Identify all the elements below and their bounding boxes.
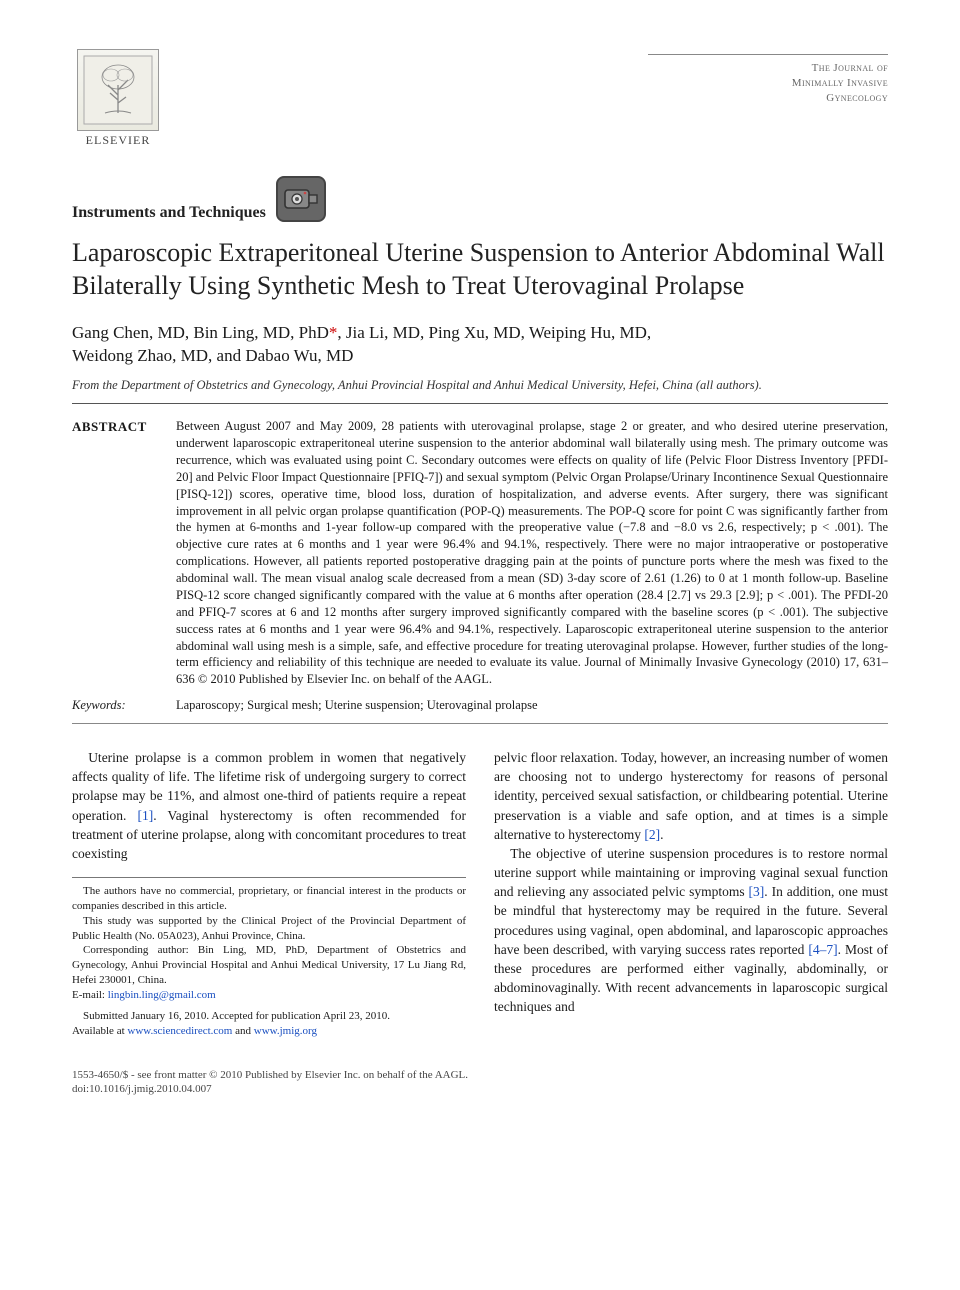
abstract-label: ABSTRACT <box>72 418 176 436</box>
body-right-p1a: pelvic floor relaxation. Today, however,… <box>494 750 888 842</box>
rule-below-keywords <box>72 723 888 724</box>
footnote-available: Available at www.sciencedirect.com and w… <box>72 1024 466 1039</box>
authors-line-2: Weidong Zhao, MD, and Dabao Wu, MD <box>72 346 353 365</box>
body-right-p2: The objective of uterine suspension proc… <box>494 844 888 1016</box>
journal-title-block: The Journal of Minimally Invasive Gyneco… <box>648 54 888 106</box>
abstract-text: Between August 2007 and May 2009, 28 pat… <box>176 418 888 688</box>
affiliation: From the Department of Obstetrics and Gy… <box>72 378 888 393</box>
rule-above-abstract <box>72 403 888 404</box>
authors-line-1b: , Jia Li, MD, Ping Xu, MD, Weiping Hu, M… <box>337 323 651 342</box>
keywords-block: Keywords: Laparoscopy; Surgical mesh; Ut… <box>72 698 888 713</box>
footnote-funding: This study was supported by the Clinical… <box>72 914 466 944</box>
section-heading-row: Instruments and Techniques <box>72 176 888 222</box>
footer-doi: doi:10.1016/j.jmig.2010.04.007 <box>72 1083 888 1095</box>
authors-line-1a: Gang Chen, MD, Bin Ling, MD, PhD <box>72 323 329 342</box>
body-column-right: pelvic floor relaxation. Today, however,… <box>494 748 888 1038</box>
abstract-block: ABSTRACT Between August 2007 and May 200… <box>72 418 888 688</box>
footnote-available-a: Available at <box>72 1025 127 1037</box>
footnote-dates: Submitted January 16, 2010. Accepted for… <box>72 1009 466 1024</box>
keywords-text: Laparoscopy; Surgical mesh; Uterine susp… <box>176 698 888 713</box>
body-columns: Uterine prolapse is a common problem in … <box>72 748 888 1038</box>
body-right-p1b: . <box>660 827 663 842</box>
footnote-email-label: E-mail: <box>72 989 108 1001</box>
citation-4-7-link[interactable]: [4–7] <box>808 942 837 957</box>
page-header: ELSEVIER The Journal of Minimally Invasi… <box>72 48 888 148</box>
body-column-left: Uterine prolapse is a common problem in … <box>72 748 466 1038</box>
elsevier-wordmark: ELSEVIER <box>86 133 151 148</box>
journal-line-1: The Journal of <box>648 61 888 76</box>
footnote-corresponding: Corresponding author: Bin Ling, MD, PhD,… <box>72 943 466 988</box>
corresponding-email-link[interactable]: lingbin.ling@gmail.com <box>108 989 216 1001</box>
article-title: Laparoscopic Extraperitoneal Uterine Sus… <box>72 236 888 303</box>
keywords-label: Keywords: <box>72 698 176 713</box>
video-icon <box>276 176 326 222</box>
authors-block: Gang Chen, MD, Bin Ling, MD, PhD*, Jia L… <box>72 321 888 369</box>
footnote-email-line: E-mail: lingbin.ling@gmail.com <box>72 988 466 1003</box>
footer-copyright: 1553-4650/$ - see front matter © 2010 Pu… <box>72 1069 888 1081</box>
page-root: ELSEVIER The Journal of Minimally Invasi… <box>0 0 960 1135</box>
citation-1-link[interactable]: [1] <box>137 808 153 823</box>
footnote-available-b: and <box>232 1025 253 1037</box>
elsevier-tree-icon <box>77 49 159 131</box>
footnotes-block: The authors have no commercial, propriet… <box>72 877 466 1038</box>
jmig-link[interactable]: www.jmig.org <box>254 1025 317 1037</box>
journal-line-3: Gynecology <box>648 91 888 106</box>
body-left-p1: Uterine prolapse is a common problem in … <box>72 748 466 863</box>
journal-line-2: Minimally Invasive <box>648 76 888 91</box>
citation-3-link[interactable]: [3] <box>749 884 765 899</box>
page-footer: 1553-4650/$ - see front matter © 2010 Pu… <box>72 1069 888 1095</box>
sciencedirect-link[interactable]: www.sciencedirect.com <box>127 1025 232 1037</box>
footnote-coi: The authors have no commercial, propriet… <box>72 884 466 914</box>
body-right-p1: pelvic floor relaxation. Today, however,… <box>494 748 888 844</box>
elsevier-logo: ELSEVIER <box>72 48 164 148</box>
citation-2-link[interactable]: [2] <box>644 827 660 842</box>
section-label: Instruments and Techniques <box>72 204 266 222</box>
